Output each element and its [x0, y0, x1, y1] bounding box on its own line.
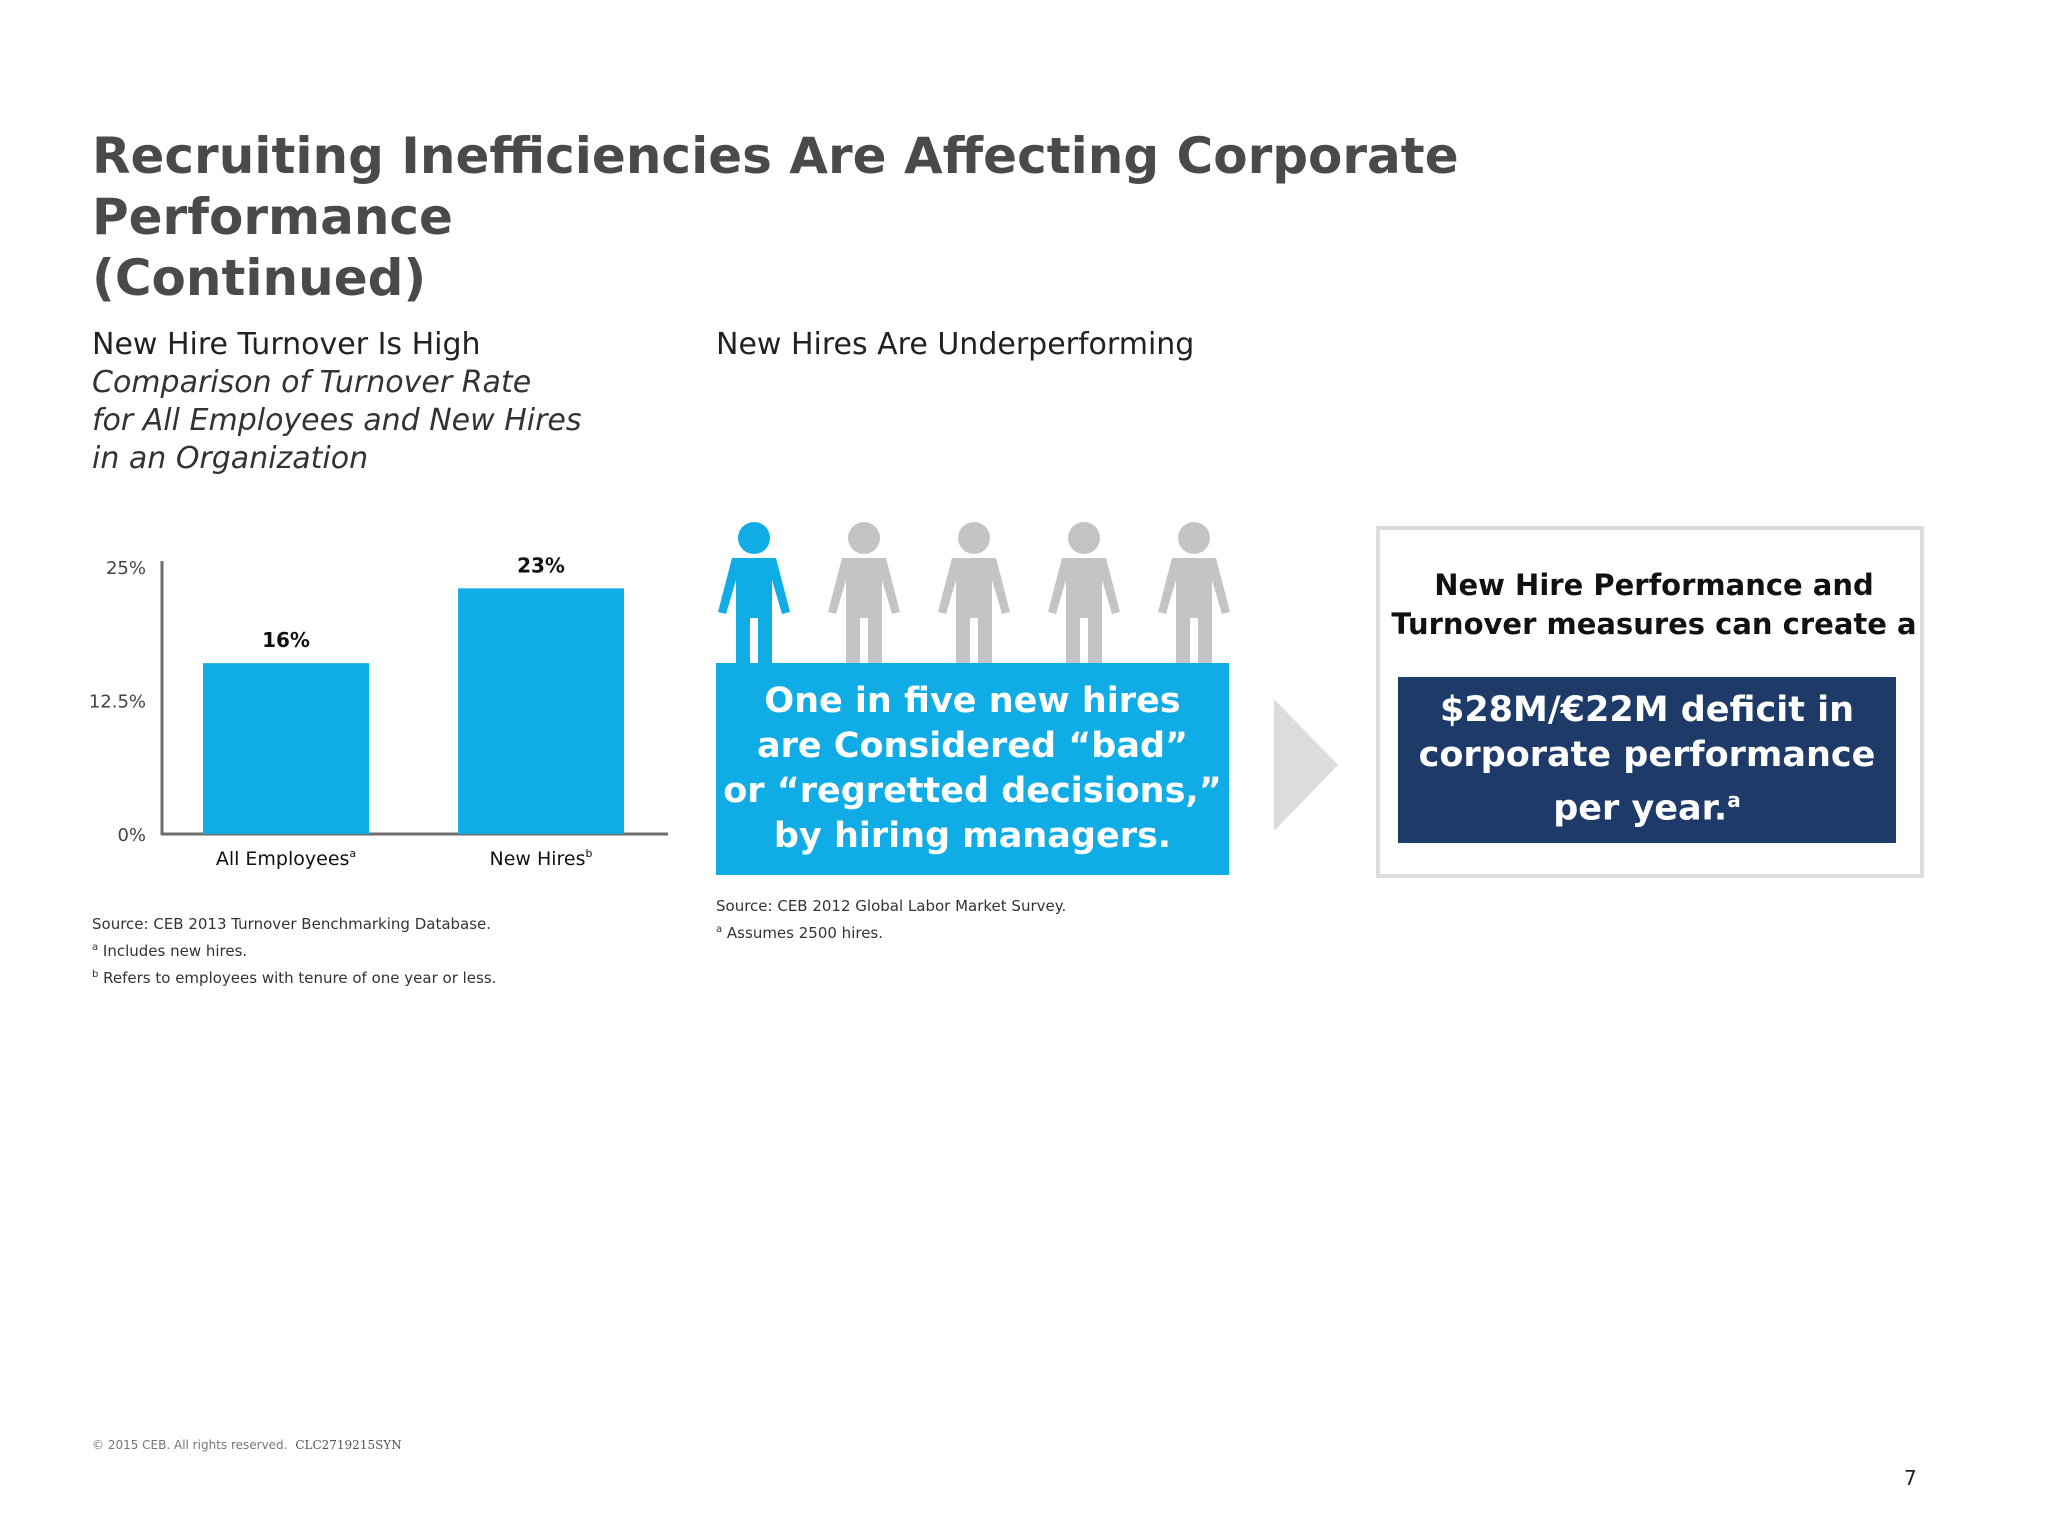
- x-category-label: All Employeesa: [216, 847, 356, 870]
- bar: [458, 588, 624, 834]
- y-tick-label: 25%: [106, 558, 146, 579]
- turnover-bar-chart: 0% 12.5% 25% 16% All Employeesa 23% New Hiresb: [89, 553, 668, 870]
- footnote-text: Refers to employees with tenure of one y…: [103, 969, 497, 987]
- page-title-line-1: Recruiting Inefficiencies Are Affecting …: [92, 127, 1459, 246]
- deficit-line: per year.a: [1398, 778, 1896, 832]
- turnover-heading: New Hire Turnover Is High: [92, 327, 481, 362]
- bar: [203, 663, 369, 834]
- deficit-highlight: $28M/€22M deficit in corporate performan…: [1398, 677, 1896, 843]
- bad-hires-callout: One in five new hires are Considered “ba…: [716, 663, 1229, 875]
- footer: © 2015 CEB. All rights reserved. CLC2719…: [92, 1438, 402, 1452]
- category-footnote-mark: b: [586, 847, 593, 860]
- underperforming-heading: New Hires Are Underperforming: [716, 327, 1195, 362]
- copyright-text: © 2015 CEB. All rights reserved.: [92, 1438, 288, 1452]
- person-highlighted-icon: [718, 522, 790, 664]
- people-icons: [718, 522, 1230, 664]
- callout-line: or “regretted decisions,”: [723, 771, 1222, 811]
- footnote-text: Includes new hires.: [102, 942, 248, 960]
- turnover-subheading: Comparison of Turnover Rate for All Empl…: [92, 364, 652, 478]
- person-icon: [828, 522, 900, 664]
- footnote-mark: a: [92, 942, 99, 953]
- footnote-mark: b: [92, 969, 99, 980]
- y-tick-label: 0%: [117, 825, 146, 846]
- arrow-shape: [1274, 699, 1338, 831]
- callout-line: One in five new hires: [764, 681, 1181, 721]
- turnover-subheading-line: for All Employees and New Hires: [92, 403, 582, 438]
- callout-line: by hiring managers.: [773, 816, 1172, 856]
- underperforming-source: Source: CEB 2012 Global Labor Market Sur…: [716, 894, 1066, 945]
- page-title-line-2: (Continued): [92, 249, 427, 307]
- impact-lead-line: New Hire Performance and: [1434, 568, 1874, 602]
- turnover-subheading-line: in an Organization: [92, 441, 369, 476]
- footnote-text: Assumes 2500 hires.: [726, 924, 884, 942]
- x-category-label: New Hiresb: [489, 847, 592, 870]
- bar-value-label: 16%: [262, 628, 310, 652]
- deficit-footnote-mark: a: [1727, 788, 1741, 813]
- deficit-line: corporate performance: [1418, 735, 1876, 776]
- page-title: Recruiting Inefficiencies Are Affecting …: [92, 126, 1792, 309]
- page-number: 7: [1904, 1466, 1917, 1490]
- impact-lead-text: New Hire Performance and Turnover measur…: [1384, 566, 1924, 644]
- turnover-source: Source: CEB 2013 Turnover Benchmarking D…: [92, 912, 496, 990]
- person-icon: [938, 522, 1010, 664]
- person-icon: [1158, 522, 1230, 664]
- document-code: CLC2719215SYN: [295, 1438, 402, 1452]
- underperforming-footnote-a: a Assumes 2500 hires.: [716, 918, 1066, 945]
- deficit-line: $28M/€22M deficit in: [1439, 690, 1855, 731]
- chevron-right-icon: [1274, 699, 1338, 831]
- turnover-subheading-line: Comparison of Turnover Rate: [92, 365, 532, 400]
- turnover-source-text: Source: CEB 2013 Turnover Benchmarking D…: [92, 915, 492, 933]
- y-tick-label: 12.5%: [89, 692, 146, 713]
- callout-line: are Considered “bad”: [756, 726, 1189, 766]
- category-footnote-mark: a: [349, 847, 356, 860]
- underperforming-source-text: Source: CEB 2012 Global Labor Market Sur…: [716, 897, 1067, 915]
- turnover-footnote-a: a Includes new hires.: [92, 936, 496, 963]
- impact-lead-line: Turnover measures can create a: [1391, 607, 1917, 641]
- footnote-mark: a: [716, 924, 723, 935]
- turnover-footnote-b: b Refers to employees with tenure of one…: [92, 963, 496, 990]
- person-icon: [1048, 522, 1120, 664]
- bar-value-label: 23%: [517, 553, 565, 577]
- deficit-line-text: per year.: [1553, 788, 1728, 829]
